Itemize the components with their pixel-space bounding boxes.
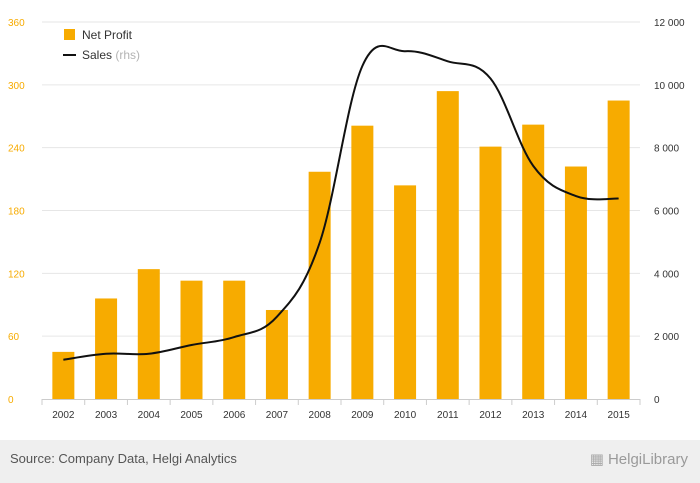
x-tick-label: 2004 [138, 410, 161, 421]
y-left-tick-label: 120 [8, 269, 25, 280]
brand-name: HelgiLibrary [607, 450, 688, 468]
y-right-tick-label: 6 000 [654, 207, 679, 218]
brand-logo: ▦ HelgiLibrary [589, 450, 688, 469]
y-right-tick-label: 8 000 [654, 144, 679, 155]
y-right-tick-label: 4 000 [654, 269, 679, 280]
bar [564, 166, 587, 399]
x-tick-label: 2010 [394, 410, 417, 421]
x-tick-label: 2013 [522, 410, 545, 421]
x-tick-label: 2008 [309, 410, 332, 421]
y-right-tick-label: 0 [654, 395, 660, 406]
footer: Source: Company Data, Helgi Analytics ▦ … [0, 440, 700, 483]
x-tick-label: 2015 [608, 410, 631, 421]
x-tick-label: 2009 [351, 410, 374, 421]
y-left-tick-label: 300 [8, 81, 25, 92]
bar [137, 269, 160, 399]
y-right-tick-label: 10 000 [654, 81, 685, 92]
x-tick-label: 2005 [180, 410, 203, 421]
x-tick-label: 2006 [223, 410, 246, 421]
bar [180, 280, 203, 399]
y-left-tick-label: 240 [8, 144, 25, 155]
x-tick-label: 2012 [479, 410, 502, 421]
bar [223, 280, 246, 399]
bar [522, 124, 545, 399]
bar [308, 171, 331, 399]
legend-label-sales-rhs: (rhs) [112, 48, 140, 62]
y-right-tick-label: 12 000 [654, 18, 685, 29]
bar [95, 298, 118, 399]
bar [436, 91, 459, 399]
x-tick-label: 2007 [266, 410, 289, 421]
legend-label-sales-name: Sales [82, 48, 112, 62]
x-tick-label: 2011 [437, 410, 459, 421]
bar [265, 309, 288, 399]
y-left-tick-label: 60 [8, 332, 20, 343]
y-left-tick-label: 360 [8, 18, 25, 29]
x-tick-label: 2002 [52, 410, 75, 421]
y-right-tick-label: 2 000 [654, 332, 679, 343]
bar [607, 100, 630, 400]
x-tick-label: 2014 [565, 410, 588, 421]
legend-label-net-profit: Net Profit [82, 28, 133, 42]
bar [394, 185, 417, 399]
bar [351, 125, 374, 400]
legend-label-sales: Sales (rhs) [82, 48, 140, 62]
x-tick-label: 2003 [95, 410, 118, 421]
series-line-sales [63, 44, 619, 361]
y-left-tick-label: 0 [8, 395, 14, 406]
bar [479, 146, 502, 399]
source-note: Source: Company Data, Helgi Analytics [10, 451, 237, 466]
legend-swatch-net-profit [64, 29, 75, 40]
library-icon: ▦ [589, 451, 604, 468]
bar [52, 351, 75, 399]
y-left-tick-label: 180 [8, 207, 25, 218]
